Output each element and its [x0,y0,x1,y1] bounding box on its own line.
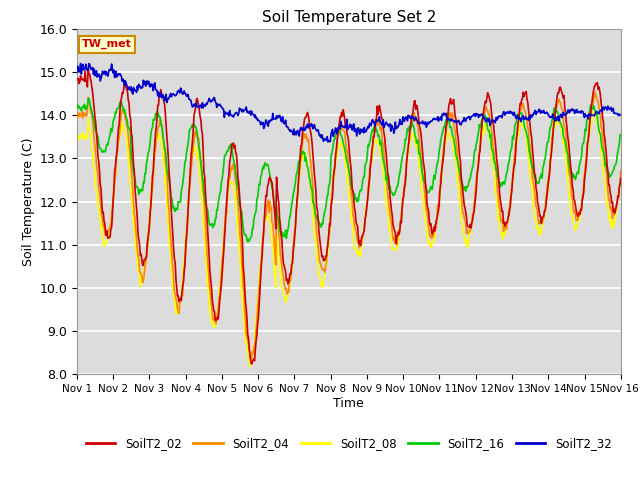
Text: TW_met: TW_met [82,39,132,49]
Y-axis label: Soil Temperature (C): Soil Temperature (C) [22,137,35,266]
Title: Soil Temperature Set 2: Soil Temperature Set 2 [262,10,436,25]
Legend: SoilT2_02, SoilT2_04, SoilT2_08, SoilT2_16, SoilT2_32: SoilT2_02, SoilT2_04, SoilT2_08, SoilT2_… [81,432,616,455]
X-axis label: Time: Time [333,397,364,410]
